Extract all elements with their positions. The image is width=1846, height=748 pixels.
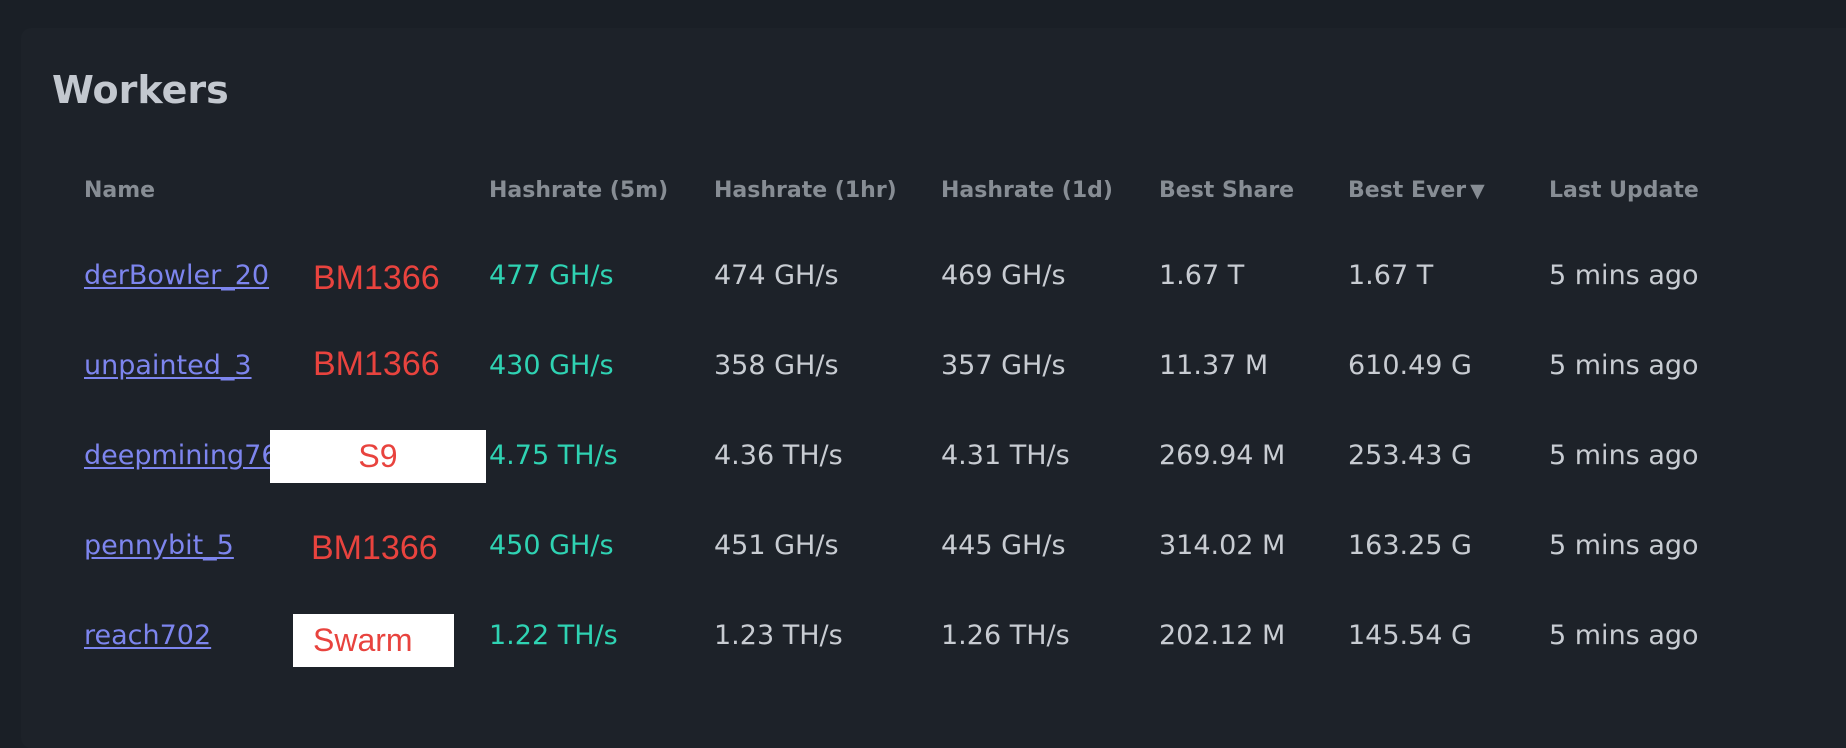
hashrate-5m: 4.75 TH/s	[489, 440, 618, 471]
hashrate-1hr: 4.36 TH/s	[714, 440, 843, 471]
worker-tag: BM1366	[311, 529, 438, 567]
last-update: 5 mins ago	[1549, 350, 1699, 381]
worker-tag: Swarm	[293, 614, 454, 667]
worker-name-link[interactable]: deepmining76	[84, 440, 279, 471]
column-header-best-ever[interactable]: Best Ever ▼	[1348, 177, 1485, 205]
column-header-best-ever-label: Best Ever	[1348, 178, 1467, 203]
best-share: 269.94 M	[1159, 440, 1286, 471]
workers-title: Workers	[52, 68, 229, 112]
sort-descending-icon: ▼	[1470, 180, 1485, 202]
best-ever: 1.67 T	[1348, 260, 1434, 291]
column-header-best-share[interactable]: Best Share	[1159, 178, 1295, 203]
column-header-hashrate-1hr[interactable]: Hashrate (1hr)	[714, 178, 897, 203]
best-share: 314.02 M	[1159, 530, 1286, 561]
best-share: 202.12 M	[1159, 620, 1286, 651]
hashrate-1d: 1.26 TH/s	[941, 620, 1070, 651]
column-header-hashrate-1d[interactable]: Hashrate (1d)	[941, 178, 1113, 203]
hashrate-1hr: 451 GH/s	[714, 530, 839, 561]
worker-tag: BM1366	[313, 259, 440, 297]
best-ever: 145.54 G	[1348, 620, 1472, 651]
worker-tag: S9	[270, 430, 486, 483]
last-update: 5 mins ago	[1549, 440, 1699, 471]
hashrate-1d: 357 GH/s	[941, 350, 1066, 381]
hashrate-1hr: 1.23 TH/s	[714, 620, 843, 651]
column-header-name[interactable]: Name	[84, 178, 156, 203]
hashrate-1hr: 358 GH/s	[714, 350, 839, 381]
last-update: 5 mins ago	[1549, 530, 1699, 561]
last-update: 5 mins ago	[1549, 620, 1699, 651]
column-header-hashrate-5m[interactable]: Hashrate (5m)	[489, 178, 669, 203]
worker-name-link[interactable]: pennybit_5	[84, 530, 234, 561]
worker-name-link[interactable]: derBowler_20	[84, 260, 270, 291]
worker-tag: BM1366	[313, 345, 440, 383]
hashrate-1hr: 474 GH/s	[714, 260, 839, 291]
last-update: 5 mins ago	[1549, 260, 1699, 291]
best-share: 1.67 T	[1159, 260, 1245, 291]
hashrate-5m: 1.22 TH/s	[489, 620, 618, 651]
hashrate-5m: 430 GH/s	[489, 350, 614, 381]
best-ever: 163.25 G	[1348, 530, 1472, 561]
hashrate-1d: 4.31 TH/s	[941, 440, 1070, 471]
hashrate-1d: 469 GH/s	[941, 260, 1066, 291]
hashrate-5m: 477 GH/s	[489, 260, 614, 291]
best-ever: 610.49 G	[1348, 350, 1472, 381]
hashrate-1d: 445 GH/s	[941, 530, 1066, 561]
worker-name-link[interactable]: reach702	[84, 620, 212, 651]
column-header-last-update[interactable]: Last Update	[1549, 178, 1699, 203]
best-share: 11.37 M	[1159, 350, 1269, 381]
worker-name-link[interactable]: unpainted_3	[84, 350, 252, 381]
best-ever: 253.43 G	[1348, 440, 1472, 471]
hashrate-5m: 450 GH/s	[489, 530, 614, 561]
